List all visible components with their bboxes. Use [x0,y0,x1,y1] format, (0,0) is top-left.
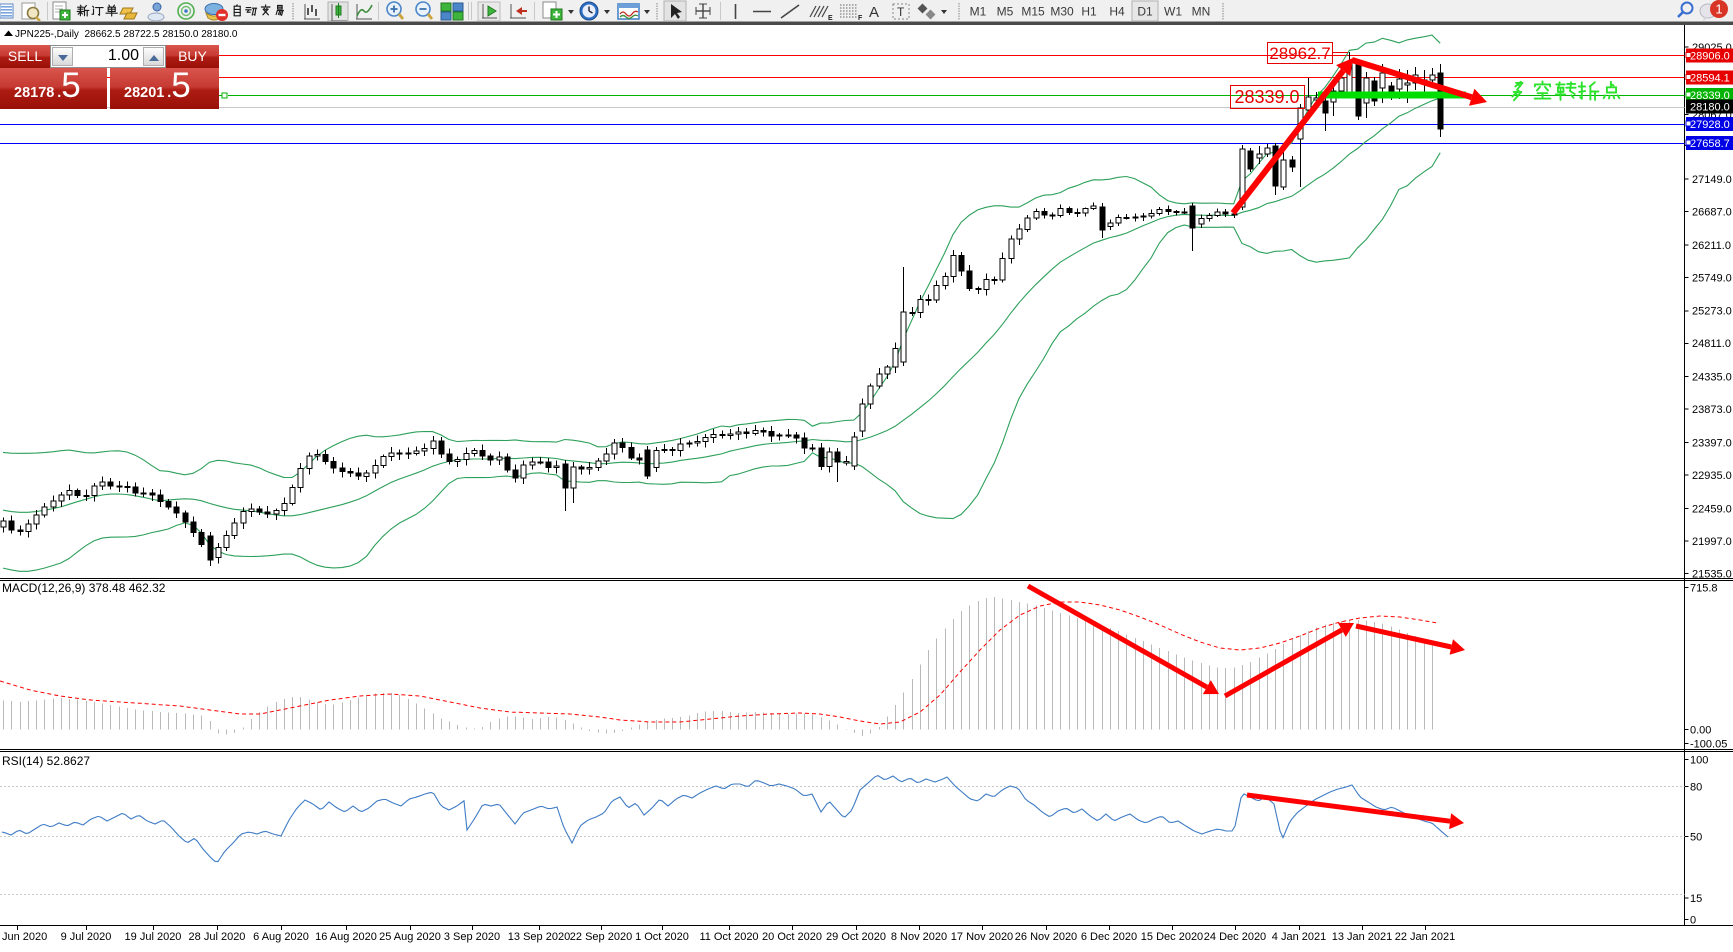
svg-text:11 Oct 2020: 11 Oct 2020 [699,931,758,943]
svg-text:100: 100 [1690,755,1708,767]
svg-text:M15: M15 [1021,5,1045,19]
svg-text:28594.1: 28594.1 [1690,72,1730,84]
svg-text:6 Aug 2020: 6 Aug 2020 [253,931,309,943]
svg-text:25 Aug 2020: 25 Aug 2020 [379,931,441,943]
svg-text:27928.0: 27928.0 [1690,119,1730,131]
svg-text:28339.0: 28339.0 [1234,87,1299,107]
svg-text:28962.7: 28962.7 [1269,44,1330,63]
svg-text:A: A [869,4,879,21]
svg-text:M1: M1 [970,5,987,19]
svg-text:21997.0: 21997.0 [1692,536,1732,548]
svg-text:26211.0: 26211.0 [1692,240,1731,252]
svg-text:17 Nov 2020: 17 Nov 2020 [951,931,1013,943]
svg-text:M5: M5 [997,5,1014,19]
svg-text:28 Jul 2020: 28 Jul 2020 [189,931,246,943]
svg-text:3 Sep 2020: 3 Sep 2020 [444,931,500,943]
svg-text:MN: MN [1192,5,1211,19]
svg-text:F: F [858,15,863,22]
svg-text:1: 1 [1715,2,1722,17]
svg-text:-100.05: -100.05 [1690,739,1727,751]
svg-text:E: E [828,15,833,22]
svg-text:16 Aug 2020: 16 Aug 2020 [315,931,377,943]
svg-text:20 Oct 2020: 20 Oct 2020 [762,931,822,943]
svg-text:24 Dec 2020: 24 Dec 2020 [1204,931,1266,943]
svg-text:26687.0: 26687.0 [1692,206,1732,218]
svg-text:22 Jan 2021: 22 Jan 2021 [1395,931,1456,943]
svg-text:715.8: 715.8 [1690,583,1718,595]
svg-text:M30: M30 [1050,5,1074,19]
svg-text:23397.0: 23397.0 [1692,438,1732,450]
svg-text:0.00: 0.00 [1690,724,1711,736]
svg-text:1 Oct 2020: 1 Oct 2020 [635,931,689,943]
svg-text:15: 15 [1690,893,1702,905]
svg-text:50: 50 [1690,832,1702,844]
svg-text:RSI(14) 52.8627: RSI(14) 52.8627 [2,754,90,768]
svg-text:27149.0: 27149.0 [1692,174,1732,186]
svg-text:13 Sep 2020: 13 Sep 2020 [508,931,570,943]
svg-text:8 Nov 2020: 8 Nov 2020 [891,931,947,943]
svg-text:22935.0: 22935.0 [1692,470,1732,482]
svg-text:26 Nov 2020: 26 Nov 2020 [1015,931,1077,943]
svg-text:23873.0: 23873.0 [1692,404,1732,416]
svg-text:30 Jun 2020: 30 Jun 2020 [0,931,47,943]
svg-text:D1: D1 [1137,5,1153,19]
svg-text:W1: W1 [1164,5,1182,19]
svg-text:28180.0: 28180.0 [1690,101,1730,113]
svg-text:25749.0: 25749.0 [1692,272,1732,284]
svg-text:21535.0: 21535.0 [1692,568,1732,580]
svg-text:4 Jan 2021: 4 Jan 2021 [1272,931,1326,943]
svg-text:28339.0: 28339.0 [1690,90,1730,102]
svg-text:JPN225-,Daily 28662.5 28722.5: JPN225-,Daily 28662.5 28722.5 28150.0 28… [15,29,238,40]
svg-text:H4: H4 [1109,5,1125,19]
svg-text:80: 80 [1690,782,1702,794]
svg-text:19 Jul 2020: 19 Jul 2020 [125,931,182,943]
svg-text:9 Jul 2020: 9 Jul 2020 [61,931,112,943]
svg-text:0: 0 [1690,915,1696,927]
svg-text:28906.0: 28906.0 [1690,50,1730,62]
svg-text:29 Oct 2020: 29 Oct 2020 [826,931,886,943]
svg-text:22459.0: 22459.0 [1692,503,1732,515]
svg-text:T: T [897,5,905,19]
svg-text:13 Jan 2021: 13 Jan 2021 [1332,931,1393,943]
svg-text:24335.0: 24335.0 [1692,372,1732,384]
svg-text:25273.0: 25273.0 [1692,306,1732,318]
svg-text:22 Sep 2020: 22 Sep 2020 [570,931,632,943]
svg-text:27658.7: 27658.7 [1690,138,1730,150]
svg-text:H1: H1 [1081,5,1097,19]
svg-text:24811.0: 24811.0 [1692,338,1731,350]
svg-text:6 Dec 2020: 6 Dec 2020 [1081,931,1137,943]
svg-text:MACD(12,26,9) 378.48 462.32: MACD(12,26,9) 378.48 462.32 [2,581,166,595]
svg-text:15 Dec 2020: 15 Dec 2020 [1141,931,1203,943]
